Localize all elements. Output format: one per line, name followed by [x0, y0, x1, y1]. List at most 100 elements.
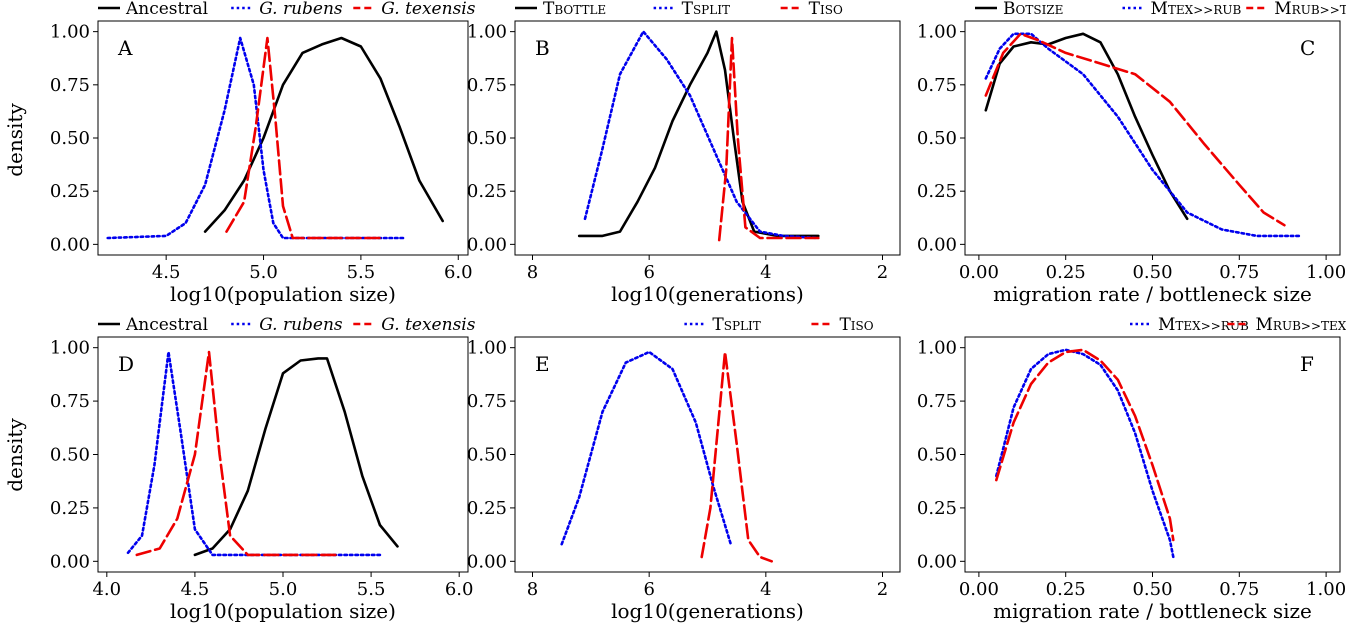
y-tick-label: 1.00 — [50, 22, 90, 43]
x-tick-label: 4.5 — [181, 579, 210, 600]
x-tick-label: 6.0 — [444, 262, 473, 283]
x-tick-label: 5.0 — [269, 579, 298, 600]
legend-label: TSPLIT — [712, 315, 760, 335]
panel-A: 0.00 0.25 0.50 0.75 1.00 4.5 5.0 5.5 6.0 log10(po… — [50, 0, 476, 306]
y-tick-label: 0.50 — [467, 128, 507, 149]
panel-letter: C — [1300, 36, 1315, 60]
series-line — [203, 36, 445, 233]
panel-F: 0.00 0.25 0.50 0.75 1.00 0.00 0.25 0.50 0.75 1.00… — [917, 315, 1346, 623]
y-tick-label: 0.50 — [917, 128, 957, 149]
y-tick-label: 0.25 — [50, 498, 90, 519]
y-tick-label: 1.00 — [917, 338, 957, 359]
y-axis-label-bottom: density — [3, 418, 27, 492]
series-line — [984, 32, 1304, 238]
y-tick-label: 0.00 — [917, 551, 957, 572]
x-axis-title: log10(population size) — [170, 599, 396, 623]
plot-frame — [514, 20, 901, 256]
x-tick-label: 0.50 — [1132, 262, 1172, 283]
legend-label: TSPLIT — [682, 0, 730, 19]
x-tick-label: 6 — [643, 262, 654, 283]
legend-label: Ancestral — [125, 0, 208, 19]
x-tick-label: 0.00 — [959, 262, 999, 283]
x-tick-label: 5.5 — [347, 262, 376, 283]
series-line — [126, 350, 382, 557]
series-line — [583, 30, 820, 240]
x-tick-label: 6.0 — [445, 579, 474, 600]
panel-D: 0.00 0.25 0.50 0.75 1.00 4.0 4.5 5.0 5.5 6.0 log10… — [50, 315, 476, 623]
panel-letter: F — [1300, 352, 1314, 376]
y-tick-label: 0.75 — [917, 391, 957, 412]
legend-label: G. rubens — [259, 315, 343, 335]
y-tick-label: 0.00 — [50, 234, 90, 255]
y-tick-label: 0.50 — [917, 445, 957, 466]
y-tick-label: 1.00 — [467, 22, 507, 43]
plot-frame — [964, 20, 1341, 256]
y-tick-label: 1.00 — [467, 338, 507, 359]
legend-label: MRUB>>TEX — [1274, 0, 1346, 19]
series-line — [994, 348, 1175, 542]
x-axis-title: migration rate / bottleneck size — [993, 282, 1312, 306]
y-tick-label: 1.00 — [50, 338, 90, 359]
legend-label: G. texensis — [381, 0, 475, 19]
x-tick-label: 4 — [760, 579, 771, 600]
legend-label: TBOTTLE — [543, 0, 606, 19]
x-axis-title: log10(population size) — [170, 282, 396, 306]
y-axis-label-top: density — [3, 103, 27, 177]
legend-label: G. texensis — [381, 315, 475, 335]
x-tick-label: 2 — [877, 579, 888, 600]
legend-label: MTEX>>RUB — [1158, 315, 1249, 335]
series-line — [560, 350, 733, 546]
series-line — [984, 32, 1189, 221]
panel-letter: A — [117, 36, 133, 60]
panel-C: 0.00 0.25 0.50 0.75 1.00 0.00 0.25 0.50 0.75 1.00… — [917, 0, 1346, 306]
panel-E: 0.00 0.25 0.50 0.75 1.00 8 6 4 2 log10(generation… — [467, 315, 901, 623]
series-line — [135, 350, 338, 557]
y-tick-label: 0.75 — [467, 75, 507, 96]
legend-label: TISO — [809, 0, 843, 19]
x-tick-label: 0.75 — [1219, 262, 1259, 283]
x-tick-label: 4.0 — [92, 579, 121, 600]
legend-label: TISO — [839, 315, 873, 335]
y-tick-label: 0.25 — [467, 498, 507, 519]
y-tick-label: 0.00 — [50, 551, 90, 572]
x-tick-label: 2 — [877, 262, 888, 283]
series-line — [700, 350, 774, 563]
y-tick-label: 0.25 — [917, 498, 957, 519]
x-tick-label: 8 — [527, 262, 538, 283]
x-tick-label: 4.5 — [152, 262, 181, 283]
y-tick-label: 0.25 — [917, 181, 957, 202]
series-line — [106, 36, 408, 240]
x-tick-label: 6 — [643, 579, 654, 600]
y-tick-label: 0.75 — [50, 391, 90, 412]
y-tick-label: 0.00 — [917, 234, 957, 255]
y-tick-label: 0.50 — [467, 445, 507, 466]
y-tick-label: 0.50 — [50, 445, 90, 466]
x-tick-label: 0.25 — [1046, 262, 1086, 283]
series-line — [717, 36, 820, 242]
series-line — [225, 36, 386, 240]
panel-letter: E — [535, 352, 550, 376]
legend-label: BOTSIZE — [1003, 0, 1063, 19]
x-tick-label: 1.00 — [1306, 579, 1346, 600]
x-tick-label: 0.25 — [1046, 579, 1086, 600]
legend-label: MTEX>>RUB — [1151, 0, 1242, 19]
legend-label: Ancestral — [125, 315, 208, 335]
y-tick-label: 1.00 — [917, 22, 957, 43]
y-tick-label: 0.50 — [50, 128, 90, 149]
x-axis-title: migration rate / bottleneck size — [993, 599, 1312, 623]
series-line — [994, 348, 1175, 559]
y-tick-label: 0.75 — [467, 391, 507, 412]
y-tick-label: 0.25 — [50, 181, 90, 202]
series-line — [984, 32, 1286, 227]
x-tick-label: 8 — [527, 579, 538, 600]
y-tick-label: 0.00 — [467, 551, 507, 572]
plot-frame — [514, 336, 901, 573]
x-tick-label: 0.00 — [959, 579, 999, 600]
y-tick-label: 0.25 — [467, 181, 507, 202]
panel-letter: D — [118, 352, 134, 376]
x-axis-title: log10(generations) — [611, 599, 804, 623]
x-tick-label: 1.00 — [1306, 262, 1346, 283]
x-tick-label: 5.5 — [357, 579, 386, 600]
y-tick-label: 0.75 — [50, 75, 90, 96]
